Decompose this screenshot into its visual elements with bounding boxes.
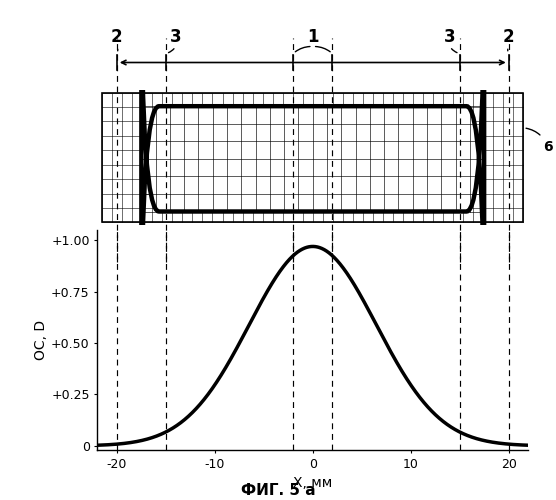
Text: 2: 2 (503, 28, 514, 46)
Text: 3: 3 (444, 28, 456, 46)
Text: 1: 1 (307, 28, 319, 46)
Text: ФИГ. 5 а: ФИГ. 5 а (241, 483, 315, 498)
FancyBboxPatch shape (141, 0, 484, 349)
X-axis label: X, мм: X, мм (293, 476, 332, 490)
Y-axis label: ОС, D: ОС, D (34, 320, 48, 360)
Text: 2: 2 (111, 28, 123, 46)
Text: 3: 3 (170, 28, 181, 46)
Text: 6: 6 (526, 128, 553, 154)
